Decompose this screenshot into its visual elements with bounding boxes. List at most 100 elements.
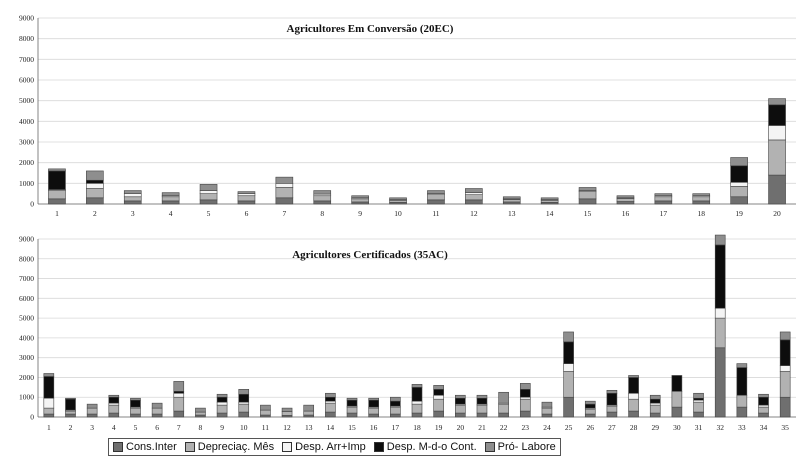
bar-segment	[628, 377, 639, 394]
bar-segment	[584, 408, 596, 415]
y-tick-label: 9000	[19, 14, 34, 23]
bar-segment	[476, 412, 488, 418]
bar-segment	[48, 168, 66, 172]
legend-label: Desp. M-d-o Cont.	[386, 441, 477, 453]
bar-segment	[275, 176, 294, 184]
bar-segment	[313, 200, 332, 205]
bar-segment	[390, 400, 401, 407]
bar-segment	[325, 392, 336, 398]
bar-segment	[465, 199, 483, 205]
bar-stack	[465, 188, 483, 205]
bar-segment	[351, 195, 369, 199]
bar-segment	[578, 191, 597, 200]
bar-segment	[238, 389, 250, 395]
bar-segment	[346, 412, 358, 418]
x-tick-label: 7	[177, 423, 181, 432]
bar-stack	[411, 384, 423, 418]
y-tick-label: 7000	[19, 274, 34, 283]
bar-segment	[606, 389, 618, 394]
x-tick-label: 16	[370, 423, 378, 432]
bar-segment	[389, 197, 407, 200]
y-tick-label: 3000	[19, 353, 34, 362]
y-tick-label: 0	[30, 413, 34, 422]
bar-segment	[65, 398, 76, 411]
bar-stack	[736, 363, 748, 418]
x-tick-label: 15	[584, 209, 592, 218]
bar-segment	[411, 400, 423, 405]
bar-segment	[758, 393, 769, 398]
bar-segment	[43, 373, 55, 377]
x-tick-label: 20	[457, 423, 465, 432]
bar-segment	[541, 413, 553, 418]
bar-segment	[433, 385, 444, 390]
x-tick-label: 34	[760, 423, 768, 432]
bar-segment	[173, 392, 185, 398]
bar-stack	[368, 397, 379, 418]
bar-segment	[199, 199, 218, 205]
x-tick-label: 1	[55, 209, 59, 218]
bar-segment	[768, 139, 786, 176]
x-tick-label: 20	[773, 209, 781, 218]
bar-segment	[86, 183, 104, 189]
bar-segment	[151, 402, 163, 409]
bar-segment	[628, 410, 639, 418]
legend-entry: Pró- Labore	[484, 441, 556, 453]
bar-segment	[433, 410, 444, 418]
bar-segment	[130, 397, 141, 401]
x-tick-label: 30	[673, 423, 681, 432]
x-tick-label: 28	[630, 423, 638, 432]
bar-segment	[455, 394, 466, 399]
bar-segment	[238, 393, 250, 403]
y-tick-label: 1000	[19, 179, 34, 188]
legend-label: Depreciaç. Mês	[197, 441, 275, 453]
bar-stack	[151, 402, 163, 418]
x-tick-label: 13	[508, 209, 516, 218]
x-tick-label: 10	[240, 423, 248, 432]
bar-segment	[736, 363, 748, 368]
bar-segment	[411, 412, 423, 418]
bar-segment	[628, 398, 639, 412]
bar-segment	[216, 393, 228, 398]
x-tick-label: 13	[305, 423, 313, 432]
bar-segment	[216, 412, 228, 418]
bar-segment	[86, 197, 104, 205]
bar-segment	[108, 404, 120, 414]
bar-segment	[541, 407, 553, 415]
bar-segment	[368, 397, 379, 401]
bar-stack	[123, 190, 142, 205]
bar-segment	[736, 406, 748, 418]
bar-segment	[351, 201, 369, 205]
x-tick-label: 9	[358, 209, 362, 218]
bar-segment	[43, 376, 55, 399]
x-tick-label: 5	[134, 423, 138, 432]
bar-segment	[779, 331, 791, 341]
bar-stack	[563, 331, 574, 418]
bar-segment	[578, 187, 597, 191]
bar-segment	[195, 411, 206, 416]
bar-segment	[693, 392, 704, 399]
bar-segment	[693, 401, 704, 413]
bar-stack	[303, 404, 315, 418]
bar-segment	[325, 396, 336, 402]
bar-segment	[606, 405, 618, 413]
bar-segment	[86, 413, 98, 418]
bar-segment	[65, 410, 76, 415]
bar-segment	[351, 198, 369, 203]
y-tick-label: 1000	[19, 393, 34, 402]
bar-segment	[123, 193, 142, 198]
bar-segment	[433, 389, 444, 396]
x-tick-label: 2	[93, 209, 97, 218]
legend-swatch	[282, 442, 293, 452]
bar-segment	[768, 104, 786, 126]
y-tick-label: 3000	[19, 138, 34, 147]
bar-segment	[465, 188, 483, 193]
bar-segment	[654, 193, 673, 197]
bar-stack	[649, 394, 661, 418]
bar-segment	[779, 365, 791, 372]
bar-segment	[714, 317, 726, 349]
legend-label: Pró- Labore	[497, 441, 556, 453]
bar-segment	[671, 375, 683, 392]
y-tick-label: 6000	[19, 294, 34, 303]
bar-segment	[48, 198, 66, 205]
bar-stack	[476, 394, 488, 418]
